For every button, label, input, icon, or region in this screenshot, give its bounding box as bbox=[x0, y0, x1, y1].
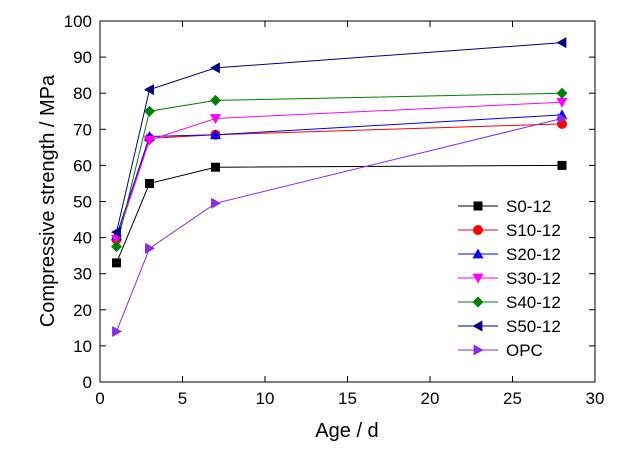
data-point-s20-12 bbox=[210, 129, 221, 140]
series-line-s50-12 bbox=[116, 42, 563, 233]
series-s40-12 bbox=[111, 87, 568, 253]
y-tick-label: 70 bbox=[73, 120, 92, 139]
series-line-s40-12 bbox=[116, 92, 563, 247]
legend-label: S20-12 bbox=[506, 245, 561, 264]
y-tick-label: 50 bbox=[73, 193, 92, 212]
legend-item-s10-12: S10-12 bbox=[458, 221, 561, 240]
y-tick-label: 40 bbox=[73, 229, 92, 248]
data-point-s0-12 bbox=[211, 162, 220, 172]
data-point-s30-12 bbox=[210, 114, 221, 124]
series-opc bbox=[112, 112, 568, 337]
legend-item-s30-12: S30-12 bbox=[458, 269, 561, 288]
y-tick-label: 0 bbox=[83, 373, 92, 392]
y-tick-label: 10 bbox=[73, 337, 92, 356]
data-point-s50-12 bbox=[556, 37, 567, 49]
legend-item-s40-12: S40-12 bbox=[458, 293, 561, 312]
legend-marker bbox=[472, 273, 484, 284]
data-point-s0-12 bbox=[145, 178, 154, 188]
y-tick-label: 20 bbox=[73, 301, 92, 320]
x-tick-label: 15 bbox=[338, 389, 357, 408]
data-point-s50-12 bbox=[111, 226, 121, 238]
data-point-s40-12 bbox=[144, 105, 155, 117]
legend: S0-12 S10-12 S20-12 S30-12 S40-12 S50-12 OPC bbox=[458, 197, 561, 360]
series-s0-12 bbox=[112, 160, 567, 268]
y-tick-label: 90 bbox=[73, 48, 92, 67]
legend-label: S10-12 bbox=[506, 221, 561, 240]
legend-item-opc: OPC bbox=[458, 341, 543, 360]
data-point-opc bbox=[112, 325, 122, 337]
data-point-s40-12 bbox=[111, 241, 122, 253]
y-axis-label: Compressive strength / MPa bbox=[37, 74, 59, 327]
legend-item-s0-12: S0-12 bbox=[458, 197, 551, 216]
series-s50-12 bbox=[111, 37, 567, 238]
y-tick-label: 80 bbox=[73, 84, 92, 103]
x-tick-label: 20 bbox=[421, 389, 440, 408]
x-axis-label: Age / d bbox=[315, 420, 378, 442]
y-tick-label: 60 bbox=[73, 156, 92, 175]
legend-item-s20-12: S20-12 bbox=[458, 245, 561, 264]
x-tick-label: 0 bbox=[95, 389, 104, 408]
data-point-s0-12 bbox=[557, 160, 567, 170]
data-point-s30-12 bbox=[111, 235, 122, 245]
y-tick-label: 100 bbox=[64, 12, 92, 31]
x-tick-label: 30 bbox=[586, 389, 605, 408]
series-s30-12 bbox=[111, 97, 568, 245]
data-point-s30-12 bbox=[556, 97, 568, 108]
legend-marker bbox=[473, 225, 483, 235]
data-point-opc bbox=[557, 112, 568, 124]
data-point-s40-12 bbox=[556, 87, 568, 99]
series-s20-12 bbox=[111, 109, 568, 241]
series-layer bbox=[111, 37, 568, 337]
legend-label: S0-12 bbox=[506, 197, 551, 216]
x-tick-label: 25 bbox=[503, 389, 522, 408]
legend-label: S40-12 bbox=[506, 293, 561, 312]
data-point-s50-12 bbox=[210, 62, 220, 74]
y-tick-label: 30 bbox=[73, 265, 92, 284]
data-point-s50-12 bbox=[144, 84, 154, 96]
legend-marker bbox=[472, 320, 483, 332]
data-point-s40-12 bbox=[210, 94, 221, 106]
legend-marker bbox=[473, 201, 483, 211]
tick-layer: 0 5 10 15 20 25 30 0 10 20 30 40 50 60 70 80 90 100 bbox=[64, 12, 605, 408]
data-point-opc bbox=[145, 242, 155, 254]
series-line-s10-12 bbox=[116, 123, 563, 240]
legend-marker bbox=[473, 344, 484, 356]
legend-item-s50-12: S50-12 bbox=[458, 317, 561, 336]
legend-marker bbox=[472, 248, 484, 259]
series-line-opc bbox=[116, 117, 563, 332]
data-point-s30-12 bbox=[144, 135, 155, 146]
x-tick-label: 10 bbox=[256, 389, 275, 408]
data-point-s0-12 bbox=[112, 258, 121, 268]
legend-label: S30-12 bbox=[506, 269, 561, 288]
legend-label: S50-12 bbox=[506, 317, 561, 336]
series-s10-12 bbox=[111, 118, 567, 245]
x-tick-label: 5 bbox=[178, 389, 187, 408]
series-line-s20-12 bbox=[116, 114, 563, 236]
legend-label: OPC bbox=[506, 341, 543, 360]
series-line-s0-12 bbox=[116, 164, 563, 264]
legend-marker bbox=[472, 296, 484, 308]
data-point-opc bbox=[211, 197, 221, 209]
series-line-s30-12 bbox=[116, 101, 563, 240]
